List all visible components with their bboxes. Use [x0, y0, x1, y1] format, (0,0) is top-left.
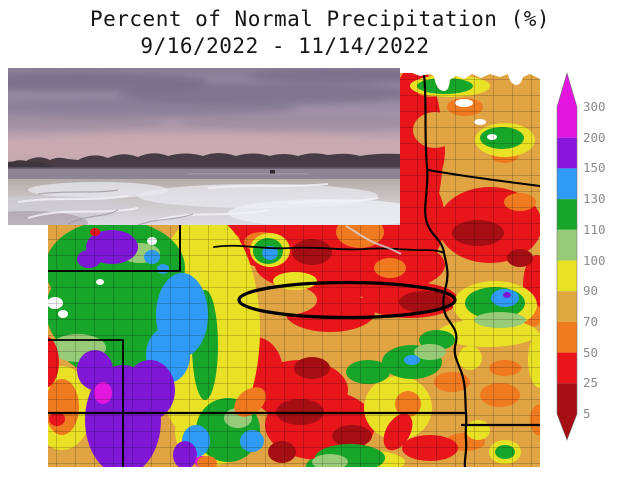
highlight-ellipse-annotation — [237, 280, 457, 320]
color-scale-legend — [556, 71, 578, 441]
legend-segment — [557, 383, 577, 414]
legend-tick-label: 50 — [583, 344, 599, 360]
legend-tick-label: 100 — [583, 252, 606, 268]
legend-tick-label: 300 — [583, 99, 606, 114]
legend-tick-label: 150 — [583, 160, 606, 176]
legend-segment — [557, 291, 577, 322]
legend-segment — [557, 168, 577, 200]
photo-boat-speck — [270, 170, 275, 174]
legend-tick-label: 200 — [583, 129, 606, 145]
legend-outline — [556, 71, 578, 441]
legend-tick-label: 110 — [583, 221, 606, 237]
legend-segment — [557, 199, 577, 230]
legend-segment — [557, 137, 577, 169]
photo-clouds — [8, 69, 400, 159]
inset-photo-frozen-lake — [8, 68, 400, 225]
state-borders — [48, 73, 540, 467]
photo-ice-texture — [8, 182, 400, 225]
legend-segment — [557, 107, 577, 138]
legend-segment — [557, 352, 577, 384]
legend-segment — [557, 260, 577, 292]
missouri-river-border — [422, 73, 468, 467]
legend-tick-label: 5 — [583, 406, 591, 421]
legend-arrow-bottom — [557, 414, 577, 440]
legend-arrow-top — [557, 73, 577, 107]
legend-tick-label: 25 — [583, 375, 599, 391]
legend-tick-label: 70 — [583, 313, 599, 329]
legend-tick-label: 90 — [583, 283, 599, 299]
legend-tick-label: 130 — [583, 191, 606, 207]
page-title: Percent of Normal Precipitation (%) — [89, 7, 550, 31]
legend-segment — [557, 229, 577, 261]
legend-segment — [557, 321, 577, 353]
page-subtitle-dates: 9/16/2022 - 11/14/2022 — [140, 34, 430, 58]
river-stream-line — [345, 225, 402, 255]
